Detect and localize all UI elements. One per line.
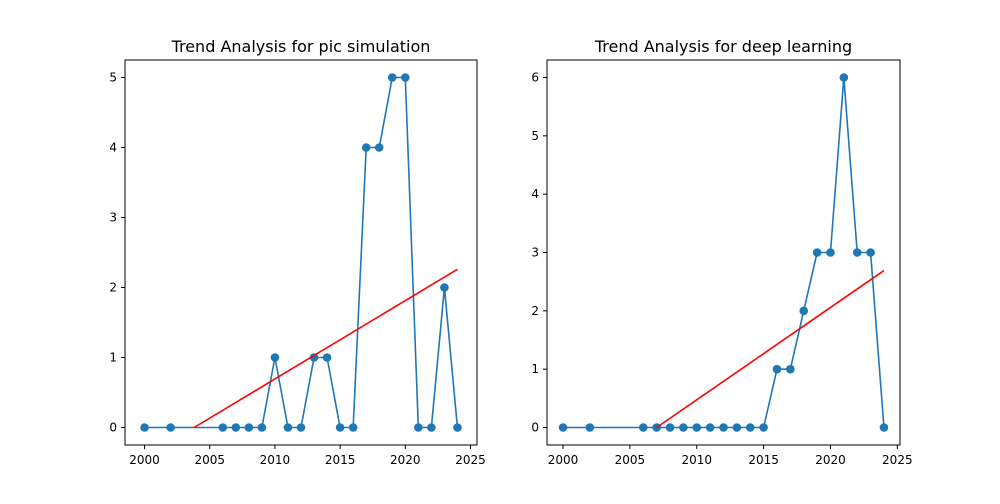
data-point (257, 423, 267, 432)
data-point (283, 423, 293, 432)
y-tick-label: 1 (531, 362, 539, 376)
y-tick-label: 6 (531, 71, 539, 85)
data-point (665, 423, 675, 432)
data-point (218, 423, 228, 432)
x-tick-label: 2025 (455, 453, 486, 467)
data-point (839, 73, 849, 82)
data-point (786, 364, 795, 374)
x-tick-label: 2005 (194, 453, 225, 467)
x-tick-label: 2010 (681, 453, 712, 467)
y-tick-label: 2 (109, 281, 117, 295)
data-point (140, 423, 149, 432)
data-point (745, 423, 755, 432)
chart-title: Trend Analysis for pic simulation (171, 37, 431, 56)
data-point (270, 353, 280, 362)
y-tick-label: 4 (109, 141, 117, 155)
x-tick-label: 2020 (390, 453, 421, 467)
data-point (387, 73, 397, 82)
data-point (558, 423, 568, 432)
data-point (826, 248, 835, 257)
data-point (166, 423, 175, 432)
chart-title: Trend Analysis for deep learning (594, 37, 852, 56)
y-tick-label: 3 (531, 246, 539, 260)
data-point (799, 306, 809, 316)
y-tick-label: 2 (531, 304, 539, 318)
data-point (231, 423, 241, 432)
series-line (563, 77, 885, 429)
data-point (692, 423, 702, 432)
y-tick-label: 5 (109, 71, 117, 85)
data-point (414, 423, 423, 432)
data-point (585, 423, 595, 432)
x-tick-label: 2015 (748, 453, 779, 467)
data-point (374, 143, 384, 152)
data-point (679, 423, 688, 432)
x-tick-label: 2005 (615, 453, 646, 467)
chart-deep-learning: Trend Analysis for deep learning 2000 200… (531, 37, 912, 467)
data-point (244, 423, 254, 432)
plot-area: 2000 2005 2010 2015 2020 2025 0 1 2 3 4 5 (109, 71, 485, 468)
x-tick-label: 2025 (882, 453, 913, 467)
data-point (309, 353, 319, 362)
chart-pic-simulation: Trend Analysis for pic simulation 2000 20… (109, 37, 485, 467)
x-tick-label: 2015 (325, 453, 356, 467)
data-point (719, 423, 728, 432)
plot-frame (124, 59, 478, 446)
data-point (638, 423, 648, 432)
data-point (440, 283, 449, 292)
data-point (427, 423, 436, 432)
x-tick-label: 2010 (260, 453, 291, 467)
trend-line (656, 269, 885, 429)
y-tick-label: 5 (531, 129, 539, 143)
data-point (772, 364, 782, 374)
y-tick-label: 4 (531, 187, 539, 201)
trend-line (193, 268, 458, 429)
data-point (335, 423, 345, 432)
x-tick-label: 2000 (548, 453, 579, 467)
data-point (852, 248, 862, 257)
data-point (453, 423, 462, 432)
series-line (144, 76, 459, 429)
y-tick-label: 0 (109, 421, 117, 435)
data-point (322, 353, 332, 362)
data-point (732, 423, 742, 432)
data-point (400, 73, 410, 82)
x-tick-label: 2020 (815, 453, 846, 467)
data-point (705, 423, 715, 432)
data-point (866, 248, 875, 257)
y-tick-label: 3 (109, 211, 117, 225)
data-point (361, 143, 371, 152)
data-point (879, 423, 889, 432)
x-tick-label: 2000 (129, 453, 160, 467)
plot-area: 2000 2005 2010 2015 2020 2025 0 1 2 3 4 5 6 (531, 71, 912, 468)
data-point (296, 423, 306, 432)
data-point (812, 248, 822, 257)
data-point (348, 423, 358, 432)
data-point (759, 423, 768, 432)
y-tick-label: 1 (109, 351, 117, 365)
y-tick-label: 0 (531, 421, 539, 435)
